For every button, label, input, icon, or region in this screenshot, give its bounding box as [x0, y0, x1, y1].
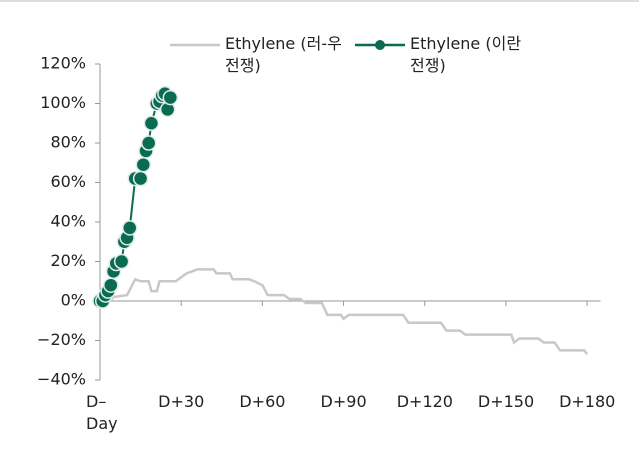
legend-label: Ethylene (이란 전쟁) — [410, 34, 522, 75]
y-tick-label: −40% — [37, 370, 86, 389]
marker — [122, 220, 138, 236]
legend-marker — [375, 40, 385, 50]
y-tick-label: 20% — [50, 251, 86, 270]
line — [99, 268, 589, 356]
marker — [132, 170, 149, 187]
x-tick-label: D–Day — [86, 392, 118, 433]
marker — [162, 89, 179, 106]
x-tick-label: D+60 — [239, 392, 286, 411]
y-tick-label: 0% — [61, 291, 86, 310]
x-tick-label: D+90 — [320, 392, 367, 411]
marker — [143, 115, 160, 131]
y-tick-label: 100% — [40, 93, 86, 112]
y-tick-label: 40% — [50, 212, 86, 231]
y-tick-label: 120% — [40, 54, 86, 73]
marker — [135, 156, 152, 173]
x-tick-label: D+30 — [158, 392, 205, 411]
marker — [140, 135, 157, 151]
y-tick-label: −20% — [37, 330, 86, 349]
x-tick-label: D+150 — [477, 392, 535, 411]
legend-label: Ethylene (러-우 전쟁) — [225, 34, 342, 75]
marker — [103, 277, 119, 293]
marker — [113, 253, 130, 270]
y-tick-label: 60% — [50, 172, 86, 191]
x-tick-label: D+180 — [559, 392, 616, 411]
x-tick-label: D+120 — [396, 392, 453, 411]
y-tick-label: 80% — [50, 133, 86, 152]
